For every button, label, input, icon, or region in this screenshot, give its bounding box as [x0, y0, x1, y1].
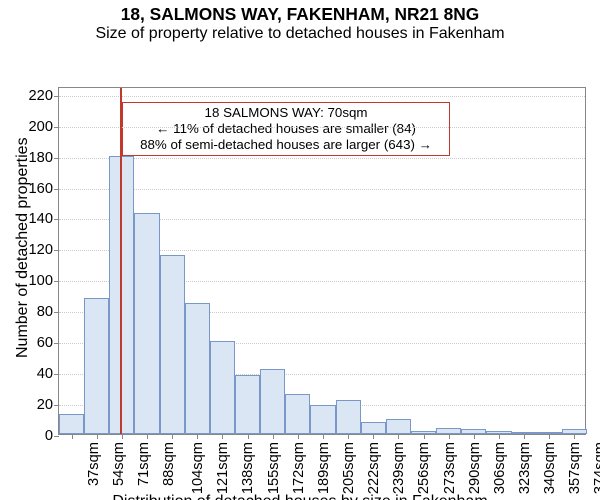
x-tick-mark — [197, 434, 198, 439]
y-tick-mark — [54, 281, 59, 282]
x-tick-mark — [147, 434, 148, 439]
histogram-bar — [361, 422, 386, 434]
histogram-bar — [386, 419, 411, 434]
y-tick-mark — [54, 312, 59, 313]
histogram-bar — [160, 255, 185, 434]
y-tick-mark — [54, 96, 59, 97]
grid-line — [59, 127, 585, 128]
y-tick-label: 180 — [29, 150, 53, 166]
y-tick-label: 200 — [29, 119, 53, 135]
y-tick-label: 100 — [29, 273, 53, 289]
y-tick-mark — [54, 158, 59, 159]
x-tick-mark — [373, 434, 374, 439]
histogram-bar — [134, 213, 159, 434]
plot-area: 18 SALMONS WAY: 70sqm← 11% of detached h… — [58, 87, 586, 435]
x-tick-label: 189sqm — [316, 442, 332, 494]
histogram-bar — [59, 414, 84, 434]
x-tick-label: 205sqm — [341, 442, 357, 494]
histogram-bar — [84, 298, 109, 434]
chart-title-line1: 18, SALMONS WAY, FAKENHAM, NR21 8NG — [0, 4, 600, 25]
histogram-bar — [235, 375, 260, 434]
x-tick-label: 239sqm — [391, 442, 407, 494]
histogram-bar — [260, 369, 285, 434]
x-tick-label: 121sqm — [215, 442, 231, 494]
y-tick-mark — [54, 343, 59, 344]
x-axis-label: Distribution of detached houses by size … — [0, 493, 600, 500]
x-tick-label: 340sqm — [542, 442, 558, 494]
x-tick-label: 273sqm — [442, 442, 458, 494]
histogram-bar — [210, 341, 235, 434]
x-tick-mark — [424, 434, 425, 439]
y-tick-label: 220 — [29, 88, 53, 104]
y-tick-label: 20 — [37, 397, 53, 413]
x-tick-label: 88sqm — [161, 442, 177, 486]
x-tick-label: 138sqm — [241, 442, 257, 494]
x-tick-mark — [222, 434, 223, 439]
y-tick-label: 40 — [37, 366, 53, 382]
x-tick-label: 323sqm — [517, 442, 533, 494]
x-tick-mark — [298, 434, 299, 439]
y-tick-label: 80 — [37, 304, 53, 320]
x-tick-label: 306sqm — [492, 442, 508, 494]
y-tick-mark — [54, 405, 59, 406]
x-tick-mark — [273, 434, 274, 439]
y-tick-mark — [54, 436, 59, 437]
x-tick-mark — [549, 434, 550, 439]
x-tick-label: 222sqm — [366, 442, 382, 494]
y-tick-label: 0 — [45, 428, 53, 444]
chart-title-line2: Size of property relative to detached ho… — [0, 25, 600, 43]
x-tick-label: 71sqm — [136, 442, 152, 486]
annotation-line: ← 11% of detached houses are smaller (84… — [129, 121, 442, 137]
x-tick-label: 357sqm — [567, 442, 583, 494]
x-tick-mark — [474, 434, 475, 439]
histogram-bar — [310, 405, 335, 434]
grid-line — [59, 158, 585, 159]
x-tick-mark — [499, 434, 500, 439]
annotation-line: 88% of semi-detached houses are larger (… — [129, 137, 442, 153]
x-tick-label: 290sqm — [467, 442, 483, 494]
x-tick-label: 256sqm — [417, 442, 433, 494]
y-tick-mark — [54, 189, 59, 190]
annotation-line: 18 SALMONS WAY: 70sqm — [129, 105, 442, 121]
x-tick-mark — [574, 434, 575, 439]
property-marker-line — [120, 88, 122, 434]
x-tick-mark — [97, 434, 98, 439]
x-tick-mark — [398, 434, 399, 439]
x-tick-mark — [72, 434, 73, 439]
x-tick-mark — [524, 434, 525, 439]
y-tick-mark — [54, 250, 59, 251]
y-tick-label: 160 — [29, 181, 53, 197]
x-tick-mark — [172, 434, 173, 439]
x-tick-label: 54sqm — [111, 442, 127, 486]
y-tick-mark — [54, 374, 59, 375]
grid-line — [59, 189, 585, 190]
annotation-box: 18 SALMONS WAY: 70sqm← 11% of detached h… — [122, 102, 449, 156]
x-tick-mark — [323, 434, 324, 439]
x-tick-label: 37sqm — [86, 442, 102, 486]
x-tick-mark — [449, 434, 450, 439]
x-tick-label: 172sqm — [291, 442, 307, 494]
x-tick-mark — [248, 434, 249, 439]
y-tick-mark — [54, 127, 59, 128]
x-tick-mark — [348, 434, 349, 439]
histogram-bar — [285, 394, 310, 434]
x-tick-label: 155sqm — [266, 442, 282, 494]
histogram-bar — [336, 400, 361, 434]
x-tick-mark — [122, 434, 123, 439]
y-tick-label: 60 — [37, 335, 53, 351]
y-tick-label: 120 — [29, 242, 53, 258]
x-tick-label: 104sqm — [190, 442, 206, 494]
y-tick-mark — [54, 219, 59, 220]
grid-line — [59, 96, 585, 97]
histogram-bar — [185, 303, 210, 434]
x-tick-label: 374sqm — [593, 442, 600, 494]
y-tick-label: 140 — [29, 211, 53, 227]
